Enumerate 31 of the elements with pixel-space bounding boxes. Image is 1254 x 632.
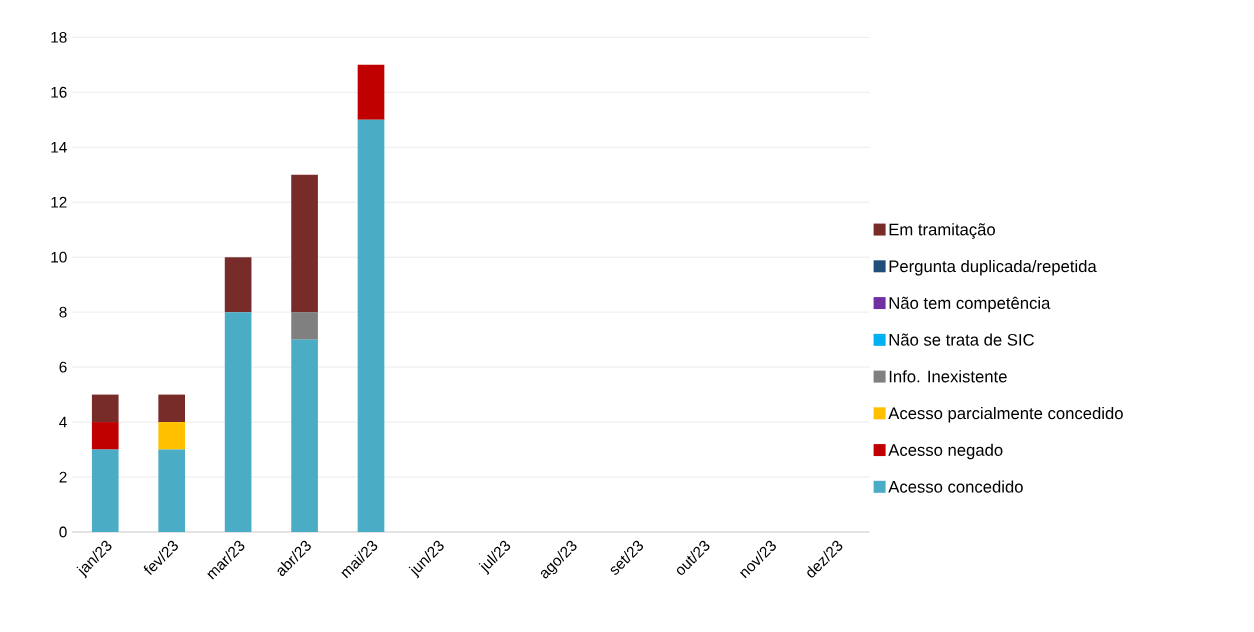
bar	[224, 312, 252, 532]
y-tick-label: 18	[51, 31, 67, 43]
legend-label: Acesso negado	[888, 443, 1003, 460]
bar	[224, 257, 252, 313]
bar	[91, 422, 119, 450]
legend-label: Não se trata de SIC	[889, 333, 1034, 346]
legend-label: Acesso parcialmente concedido	[888, 406, 1123, 423]
legend-label: Não tem competência	[889, 296, 1051, 313]
bar	[291, 339, 318, 532]
bar	[291, 174, 318, 313]
bar	[357, 64, 385, 120]
bar	[91, 449, 119, 532]
bar	[357, 119, 385, 532]
y-tick-label: 2	[59, 471, 67, 483]
legend-label: Pergunta duplicada/repetida	[889, 259, 1097, 276]
legend-label: Acesso concedido	[888, 480, 1023, 493]
legend-label: Em tramitação	[889, 223, 995, 239]
y-tick-label: 16	[51, 86, 67, 98]
y-tick-label: 0	[59, 526, 67, 538]
bar	[91, 394, 119, 423]
y-tick-label: 8	[59, 306, 67, 318]
bar	[291, 312, 318, 340]
bar	[158, 422, 186, 450]
bar	[158, 449, 186, 532]
bar	[158, 394, 186, 423]
y-tick-label: 12	[51, 196, 67, 208]
legend-label: Info. Inexistente	[889, 370, 1007, 383]
y-tick-label: 4	[59, 416, 67, 428]
y-tick-label: 14	[51, 141, 67, 153]
y-tick-label: 6	[59, 361, 67, 373]
y-tick-label: 10	[51, 251, 67, 263]
